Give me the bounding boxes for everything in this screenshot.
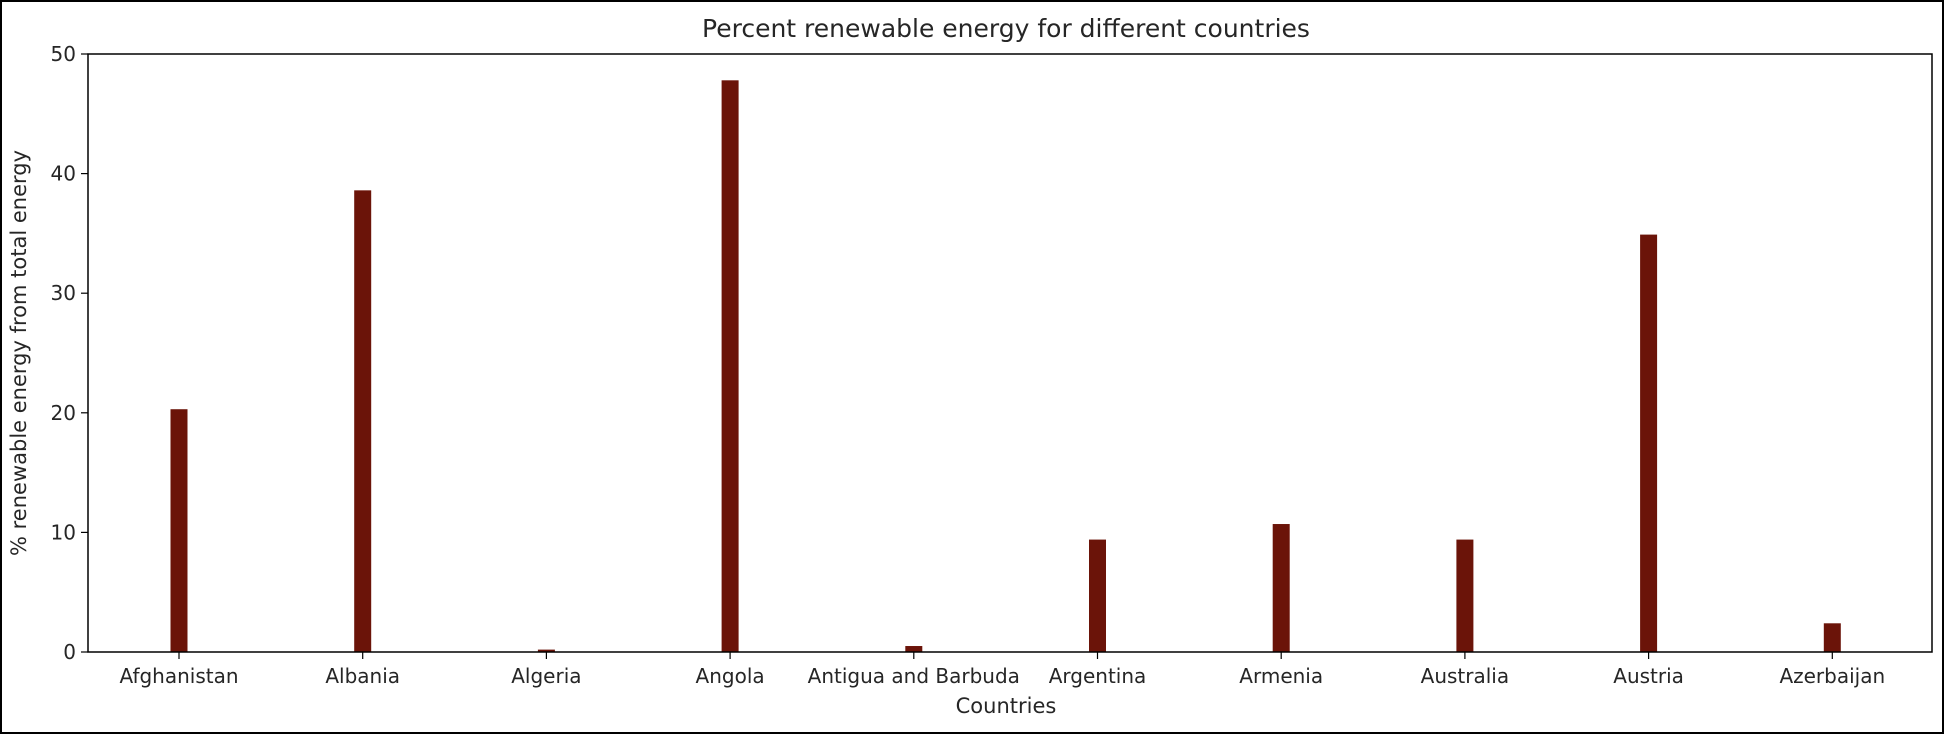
x-tick-label: Argentina (1049, 664, 1147, 688)
x-axis-label: Countries (956, 694, 1057, 718)
bar-afghanistan (170, 409, 188, 652)
x-tick-label: Azerbaijan (1779, 664, 1885, 688)
x-tick-label: Austria (1613, 664, 1684, 688)
chart-title: Percent renewable energy for different c… (702, 14, 1310, 43)
x-tick-label: Angola (696, 664, 765, 688)
x-tick-label: Afghanistan (119, 664, 238, 688)
x-tick-label: Algeria (511, 664, 581, 688)
bar-antigua-and-barbuda (905, 646, 923, 652)
bar-azerbaijan (1823, 623, 1841, 652)
y-tick-label: 40 (51, 162, 76, 186)
bar-angola (721, 80, 739, 652)
x-tick-label: Armenia (1239, 664, 1323, 688)
y-tick-label: 30 (51, 281, 76, 305)
y-tick-label: 20 (51, 401, 76, 425)
plot-area-frame (87, 53, 1933, 653)
x-tick-label: Australia (1421, 664, 1509, 688)
y-axis-label: % renewable energy from total energy (7, 150, 31, 556)
bar-australia (1456, 539, 1474, 652)
y-tick-label: 50 (51, 42, 76, 66)
x-tick-label: Albania (325, 664, 400, 688)
x-axis-ticks: Afghanistan Albania Algeria Angola Antigua a… (119, 652, 1885, 688)
x-tick-label: Antigua and Barbuda (808, 664, 1020, 688)
y-axis-ticks: 0 10 20 30 40 50 (51, 42, 88, 664)
bar-armenia (1272, 524, 1290, 652)
y-tick-label: 10 (51, 520, 76, 544)
bar-albania (354, 190, 372, 652)
bar-algeria (537, 649, 555, 652)
bars-group (170, 80, 1841, 652)
bar-austria (1640, 234, 1658, 652)
bar-argentina (1089, 539, 1106, 652)
y-tick-label: 0 (63, 640, 76, 664)
